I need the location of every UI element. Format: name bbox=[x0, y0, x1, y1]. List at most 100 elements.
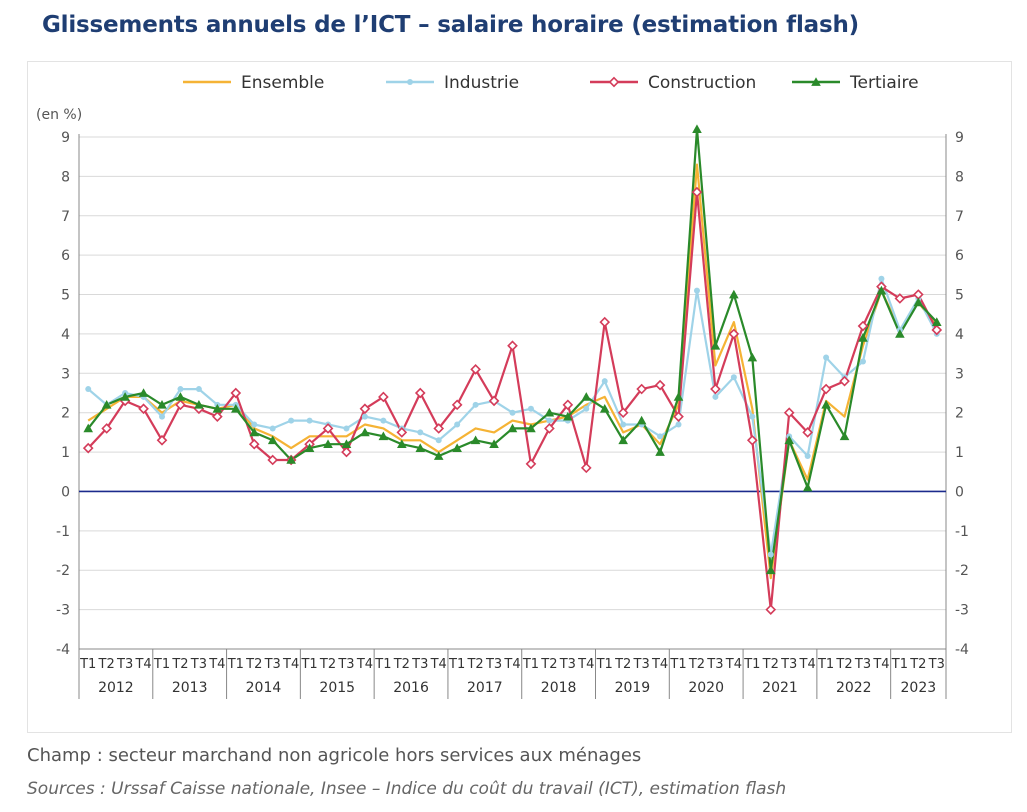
data-point-tertiaire bbox=[802, 482, 813, 492]
data-point-construction bbox=[212, 411, 223, 422]
data-point-tertiaire bbox=[323, 439, 333, 449]
x-tick-label-year: 2020 bbox=[688, 680, 724, 696]
data-point-construction bbox=[414, 387, 426, 399]
data-point-construction bbox=[746, 434, 758, 446]
x-tick-label-quarter: T2 bbox=[688, 657, 705, 672]
legend-label-ensemble: Ensemble bbox=[241, 73, 324, 93]
legend-label-industrie: Industrie bbox=[444, 73, 519, 93]
x-tick-label-quarter: T4 bbox=[134, 657, 151, 672]
source-note: Sources : Urssaf Caisse nationale, Insee… bbox=[27, 779, 787, 799]
data-point-tertiaire bbox=[858, 333, 868, 342]
x-tick-label-quarter: T4 bbox=[725, 657, 742, 672]
data-point-industrie bbox=[159, 413, 166, 420]
data-point-construction bbox=[580, 462, 592, 474]
x-tick-label-quarter: T4 bbox=[282, 657, 299, 672]
x-tick-label-quarter: T1 bbox=[891, 657, 908, 672]
data-point-industrie bbox=[269, 425, 276, 432]
data-point-industrie bbox=[730, 374, 737, 381]
data-point-industrie bbox=[583, 405, 590, 412]
x-tick-label-quarter: T2 bbox=[171, 657, 188, 672]
x-tick-label-quarter: T2 bbox=[540, 657, 557, 672]
data-point-tertiaire bbox=[230, 403, 241, 413]
x-tick-label-year: 2018 bbox=[541, 680, 577, 696]
data-point-industrie bbox=[601, 378, 608, 385]
y-tick-label-right: 8 bbox=[955, 169, 964, 185]
data-point-construction bbox=[599, 316, 611, 328]
data-point-industrie bbox=[251, 421, 258, 428]
data-point-tertiaire bbox=[811, 77, 821, 86]
data-point-industrie bbox=[343, 425, 350, 432]
data-point-industrie bbox=[85, 386, 92, 393]
x-tick-label-quarter: T2 bbox=[835, 657, 852, 672]
y-tick-label-right: 0 bbox=[955, 484, 964, 500]
data-point-construction bbox=[138, 403, 149, 415]
data-point-tertiaire bbox=[249, 427, 260, 437]
data-point-construction bbox=[562, 399, 574, 411]
data-point-industrie bbox=[546, 417, 553, 424]
data-point-industrie bbox=[767, 551, 774, 558]
data-point-tertiaire bbox=[452, 443, 462, 452]
scope-note: Champ : secteur marchand non agricole ho… bbox=[27, 745, 642, 766]
x-tick-label-quarter: T3 bbox=[780, 657, 797, 672]
data-point-tertiaire bbox=[138, 388, 149, 397]
data-point-construction bbox=[507, 340, 518, 352]
y-tick-label-left: 9 bbox=[61, 130, 70, 146]
data-point-construction bbox=[728, 328, 740, 340]
x-tick-label-year: 2013 bbox=[172, 680, 208, 696]
x-tick-label-quarter: T2 bbox=[98, 657, 115, 672]
data-point-construction bbox=[691, 186, 703, 198]
x-tick-label-quarter: T4 bbox=[799, 657, 816, 672]
data-point-construction bbox=[156, 434, 168, 446]
legend-label-construction: Construction bbox=[648, 73, 756, 93]
x-tick-label-quarter: T3 bbox=[633, 657, 650, 672]
x-tick-label-quarter: T2 bbox=[614, 657, 631, 672]
data-point-industrie bbox=[435, 437, 442, 444]
data-point-industrie bbox=[804, 453, 811, 460]
data-point-construction bbox=[765, 604, 777, 615]
data-point-industrie bbox=[657, 433, 664, 440]
x-tick-label-quarter: T1 bbox=[79, 657, 96, 672]
data-point-construction bbox=[378, 391, 389, 403]
data-point-construction bbox=[341, 446, 352, 458]
x-tick-label-quarter: T1 bbox=[448, 657, 465, 672]
data-point-tertiaire bbox=[876, 285, 887, 295]
data-point-industrie bbox=[472, 401, 479, 408]
x-tick-label-year: 2022 bbox=[836, 680, 872, 696]
y-tick-label-left: -3 bbox=[56, 603, 70, 619]
data-point-tertiaire bbox=[710, 340, 721, 350]
data-point-tertiaire bbox=[397, 439, 407, 449]
data-point-tertiaire bbox=[784, 435, 795, 445]
y-tick-label-right: 4 bbox=[955, 327, 964, 343]
data-point-industrie bbox=[417, 429, 424, 436]
data-point-construction bbox=[175, 399, 186, 411]
data-point-construction bbox=[488, 395, 500, 407]
x-tick-label-quarter: T3 bbox=[928, 657, 945, 672]
y-tick-label-left: 8 bbox=[61, 169, 70, 185]
data-point-industrie bbox=[361, 413, 368, 420]
y-tick-label-left: -2 bbox=[56, 563, 70, 579]
x-tick-label-quarter: T1 bbox=[153, 657, 170, 672]
data-point-industrie bbox=[454, 421, 461, 428]
x-tick-label-quarter: T2 bbox=[909, 657, 926, 672]
data-point-tertiaire bbox=[83, 423, 94, 433]
y-unit-label: (en %) bbox=[36, 107, 82, 123]
data-point-construction bbox=[82, 442, 94, 454]
data-point-tertiaire bbox=[526, 423, 536, 433]
data-point-construction bbox=[525, 458, 537, 470]
data-point-tertiaire bbox=[821, 400, 831, 409]
data-point-tertiaire bbox=[747, 352, 758, 362]
data-point-industrie bbox=[823, 354, 830, 361]
data-point-tertiaire bbox=[157, 400, 167, 409]
legend-label-tertiaire: Tertiaire bbox=[849, 73, 919, 93]
data-point-construction bbox=[636, 383, 647, 395]
x-tick-label-quarter: T4 bbox=[651, 657, 668, 672]
y-tick-label-left: 7 bbox=[61, 209, 70, 225]
x-tick-label-year: 2016 bbox=[393, 680, 429, 696]
data-point-industrie bbox=[527, 405, 534, 412]
y-tick-label-left: 4 bbox=[61, 327, 70, 343]
data-point-construction bbox=[470, 364, 481, 375]
data-point-construction bbox=[267, 454, 279, 466]
data-point-tertiaire bbox=[304, 443, 315, 452]
data-point-industrie bbox=[288, 417, 295, 424]
y-tick-label-left: -1 bbox=[56, 524, 70, 540]
